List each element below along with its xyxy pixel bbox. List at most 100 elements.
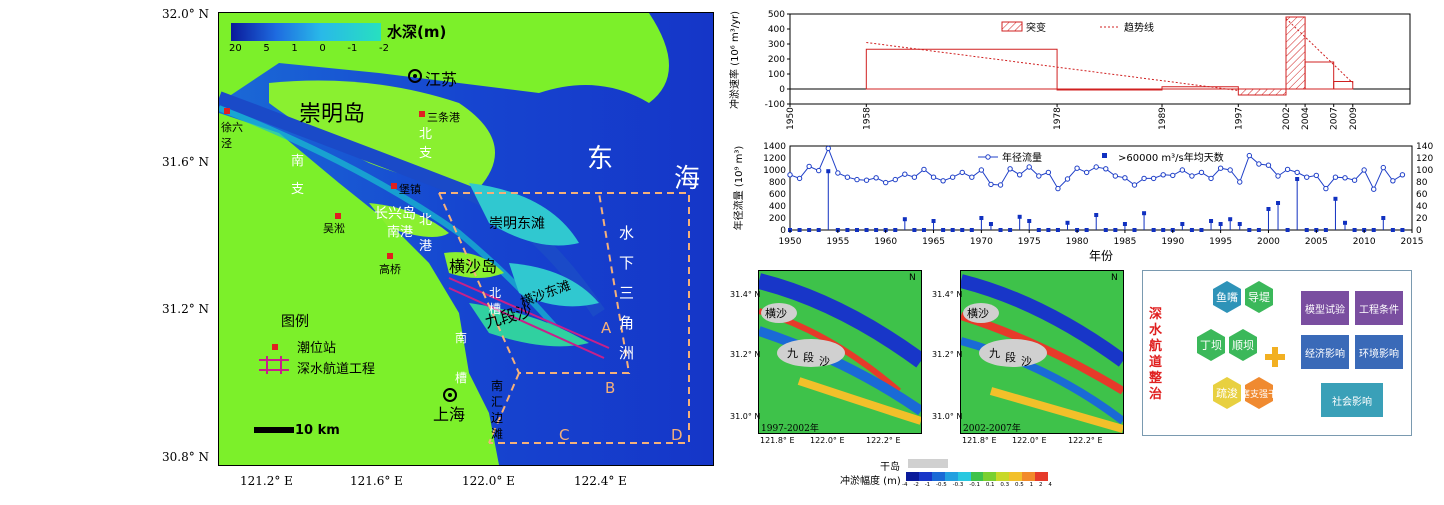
runoff-point [1227, 167, 1233, 173]
hex-cluster: 鱼嘴 导堤 丁坝 顺坝 疏浚 塞支强干 [1197, 281, 1277, 409]
x-tick-label: 1950 [779, 237, 802, 247]
label-south-port: 南港 [387, 225, 414, 240]
hex-label: 鱼嘴 [1216, 290, 1238, 304]
small-lat-tick: 31.4° N [730, 290, 761, 299]
small-lat-tick: 31.2° N [932, 350, 963, 359]
label-hengsha: 横沙岛 [449, 257, 498, 276]
days-point [1237, 222, 1242, 226]
small-lat-tick: 31.2° N [730, 350, 761, 359]
y-tick-label: 400 [769, 202, 786, 212]
depth-tick: 20 [229, 43, 242, 54]
y-tick-label: 0 [780, 226, 786, 236]
days-point [797, 228, 802, 232]
runoff-point [997, 182, 1004, 188]
legend-abrupt-swatch [1001, 21, 1023, 32]
x-tick-label: 2010 [1353, 237, 1376, 247]
label-changxing: 长兴岛 [374, 206, 416, 222]
label-gaoqiao: 高桥 [379, 263, 401, 276]
small-map-period: 1997-2002年 [761, 424, 819, 434]
y2-tick-label: 0 [1416, 226, 1422, 236]
runoff-point [1093, 164, 1099, 170]
runoff-point [835, 170, 841, 176]
box-environment: 环境影响 [1355, 335, 1403, 369]
x-tick-label: 1958 [862, 107, 872, 130]
runoff-point [892, 176, 898, 183]
runoff-point [1399, 172, 1406, 178]
days-point [874, 228, 879, 232]
runoff-point [1246, 152, 1253, 159]
runoff-point [921, 166, 927, 173]
small-lon-tick: 122.2° E [1068, 436, 1103, 445]
legend-trend-label: 趋势线 [1124, 21, 1154, 34]
colorbar-tick: 0.5 [1015, 482, 1024, 488]
days-point [1209, 219, 1214, 223]
runoff-point [1256, 161, 1262, 167]
lat-label: 31.6° N [162, 155, 210, 169]
period-bar [1237, 88, 1287, 96]
x-tick-label: 1978 [1053, 107, 1063, 130]
days-point [912, 228, 917, 232]
plot-frame [789, 145, 1413, 231]
label-region-a: A [601, 319, 612, 337]
y-tick-label: 1200 [763, 154, 786, 164]
days-point [1065, 220, 1070, 225]
lon-label: 122.0° E [462, 474, 515, 488]
box-economic: 经济影响 [1301, 335, 1349, 369]
days-point [1400, 228, 1405, 232]
label-nanhuibian: 南汇边滩 [491, 379, 504, 441]
days-point [1256, 228, 1261, 232]
days-point [969, 228, 974, 232]
runoff-point [902, 171, 908, 177]
label-chongming: 崇明岛 [299, 102, 366, 127]
north-arrow: N [1111, 273, 1118, 283]
label-region-b: B [605, 379, 616, 397]
y2-tick-label: 40 [1416, 202, 1428, 212]
lat-label: 31.2° N [162, 302, 210, 316]
lon-label: 121.6° E [350, 474, 403, 488]
runoff-point [1208, 175, 1214, 182]
diagram-title: 深水航道整治 [1149, 307, 1163, 402]
days-point [1017, 214, 1022, 219]
x-tick-label: 1960 [874, 237, 897, 247]
period-bar [1056, 88, 1163, 91]
runoff-point [1141, 175, 1147, 182]
runoff-point [940, 178, 946, 184]
days-point [921, 228, 926, 232]
hex-label: 丁坝 [1200, 338, 1222, 352]
y2-tick-label: 120 [1416, 154, 1433, 164]
colorbar-tick: -0.5 [936, 482, 947, 488]
legend-station-label: 潮位站 [297, 341, 337, 356]
depth-tick: 5 [263, 43, 270, 54]
small-lat-tick: 31.0° N [730, 412, 761, 421]
box-label: 社会影响 [1332, 396, 1372, 408]
x-tick-label: 2000 [1257, 237, 1280, 247]
runoff-point [1332, 174, 1339, 180]
erosion-map-right-canvas [961, 271, 1123, 433]
hex-shape [1245, 377, 1273, 409]
y-axis-label: 年径流量 (10⁹ m³) [732, 146, 745, 231]
y-tick-label: 300 [768, 40, 785, 50]
runoff-point [1294, 169, 1300, 176]
box-label: 经济影响 [1305, 348, 1345, 360]
small-lon-tick: 122.2° E [866, 436, 901, 445]
days-point [1180, 222, 1185, 226]
hex-label: 疏浚 [1216, 386, 1238, 400]
x-tick-label: 1980 [1066, 237, 1089, 247]
days-point [1228, 217, 1233, 222]
days-point [845, 228, 850, 232]
small-map-period: 2002-2007年 [963, 424, 1021, 434]
label-region-c: C [559, 426, 570, 444]
days-point [854, 228, 859, 232]
label-santiaogang: 三条港 [427, 111, 460, 124]
hex-label: 顺坝 [1232, 338, 1254, 352]
small-map-label-sha: 沙 [819, 355, 830, 368]
label-jiangsu: 江苏 [425, 70, 458, 89]
hex-shape [1197, 329, 1225, 361]
y2-tick-label: 80 [1416, 178, 1428, 188]
days-point [1161, 228, 1166, 232]
period-bar [1304, 61, 1335, 90]
x-tick-label: 2015 [1401, 237, 1424, 247]
lon-label: 121.2° E [240, 474, 293, 488]
hex-shape [1213, 377, 1241, 409]
